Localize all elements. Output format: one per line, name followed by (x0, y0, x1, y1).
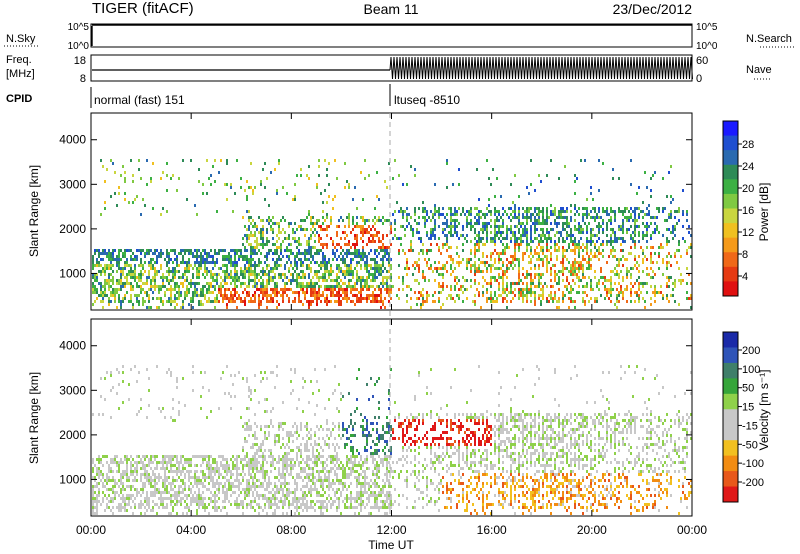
colorbar-tick-label: 28 (742, 139, 754, 151)
colorbar-tick-label: 15 (742, 402, 754, 414)
time-tick-label: 00:00 (76, 523, 106, 537)
power-y-ticks: 1000 2000 3000 4000 (59, 133, 692, 280)
cpid-label: CPID (6, 93, 32, 105)
nsky-panel: N.Sky 10^5 10^0 10^5 10^0 N.Search (4, 22, 794, 52)
colorbar-tick-label: 8 (742, 249, 748, 261)
colorbar-tick-label: 100 (742, 364, 760, 376)
colorbar-swatch (723, 237, 738, 253)
colorbar-swatch (723, 440, 738, 457)
colorbar-tick-label: 24 (742, 161, 754, 173)
colorbar-swatch (723, 409, 738, 426)
colorbar-tick-label: 50 (742, 383, 754, 395)
power-heatmap-cells (92, 159, 692, 309)
nave-trace (389, 56, 693, 80)
cpid-segment-2: ltuseq -8510 (394, 93, 460, 107)
range-tick-label: 4000 (59, 133, 86, 147)
colorbar-tick-label: -200 (742, 477, 764, 489)
velocity-panel: 1000 2000 3000 4000 Slant Range [km] 200 100… (27, 318, 771, 517)
colorbar-swatch (723, 281, 738, 297)
colorbar-tick-label: 4 (742, 271, 748, 283)
colorbar-tick-label: -50 (742, 439, 758, 451)
time-tick-label: 00:00 (677, 523, 707, 537)
header-beam: Beam 11 (364, 1, 419, 17)
range-tick-label: 2000 (59, 222, 86, 236)
colorbar-swatch (723, 455, 738, 472)
range-tick-label: 2000 (59, 428, 86, 442)
colorbar-swatch (723, 179, 738, 195)
colorbar-tick-label: 20 (742, 183, 754, 195)
colorbar-swatch (723, 164, 738, 180)
time-axis-label: Time UT (368, 538, 414, 552)
freq-label-line1: Freq. (6, 54, 32, 66)
power-y-label: Slant Range [km] (27, 165, 41, 257)
velocity-colorbar-label: Velocity [m s⁻¹] (757, 369, 771, 450)
freq-tick-bottom: 8 (80, 73, 86, 85)
velocity-colorbar: 200 100 50 15 -15 -50 -100 -200 (722, 331, 764, 503)
colorbar-swatch (723, 121, 738, 137)
time-tick-label: 04:00 (176, 523, 206, 537)
nave-tick-bottom: 0 (696, 73, 702, 85)
colorbar-swatch (723, 266, 738, 282)
header-radar-name: TIGER (fitACF) (92, 0, 194, 17)
freq-label-line2: [MHz] (6, 68, 35, 80)
colorbar-swatch (723, 486, 738, 503)
nsky-tick-top: 10^5 (68, 22, 90, 33)
colorbar-swatch (723, 252, 738, 268)
nave-tick-top: 60 (696, 55, 708, 67)
colorbar-swatch (723, 362, 738, 379)
nsky-tick-bottom: 10^0 (68, 41, 90, 52)
colorbar-swatch (723, 471, 738, 488)
cpid-segment-1: normal (fast) 151 (94, 93, 185, 107)
time-tick-label: 12:00 (376, 523, 406, 537)
colorbar-tick-label: -100 (742, 458, 764, 470)
time-tick-label: 08:00 (276, 523, 306, 537)
colorbar-swatch (723, 193, 738, 209)
nsearch-tick-bottom: 10^0 (696, 41, 718, 52)
power-colorbar-label: Power [dB] (757, 183, 771, 242)
header-date: 23/Dec/2012 (613, 1, 693, 17)
colorbar-tick-label: -15 (742, 420, 758, 432)
nsearch-tick-top: 10^5 (696, 22, 718, 33)
velocity-heatmap-cells (92, 365, 692, 515)
colorbar-tick-label: 12 (742, 227, 754, 239)
freq-panel: Freq. [MHz] 18 8 60 0 Nave (6, 54, 772, 85)
colorbar-swatch (723, 150, 738, 166)
colorbar-tick-label: 200 (742, 345, 760, 357)
range-tick-label: 4000 (59, 339, 86, 353)
range-tick-label: 1000 (59, 472, 86, 486)
colorbar-swatch (723, 208, 738, 224)
cpid-panel: CPID normal (fast) 151 ltuseq -8510 (6, 84, 460, 108)
colorbar-tick-label: 16 (742, 205, 754, 217)
velocity-y-label: Slant Range [km] (27, 372, 41, 464)
nave-label: Nave (746, 64, 772, 76)
velocity-y-ticks: 1000 2000 3000 4000 (59, 339, 692, 486)
range-tick-label: 3000 (59, 177, 86, 191)
colorbar-swatch (723, 347, 738, 364)
colorbar-swatch (723, 135, 738, 151)
colorbar-swatch (723, 332, 738, 348)
power-colorbar: 28 24 20 16 12 8 4 (722, 120, 754, 297)
power-panel: 1000 2000 3000 4000 Slant Range [km] 28 24 20… (27, 112, 771, 311)
time-tick-label: 20:00 (577, 523, 607, 537)
colorbar-swatch (723, 393, 738, 410)
colorbar-swatch (723, 424, 738, 441)
time-axis: 00:00 04:00 08:00 12:00 16:00 20:00 00:00 (76, 113, 707, 537)
time-tick-label: 16:00 (477, 523, 507, 537)
range-tick-label: 3000 (59, 383, 86, 397)
colorbar-swatch (723, 378, 738, 395)
nsearch-label: N.Search (746, 33, 792, 45)
colorbar-swatch (723, 223, 738, 239)
nsky-label: N.Sky (6, 33, 36, 45)
range-tick-label: 1000 (59, 266, 86, 280)
freq-tick-top: 18 (74, 55, 86, 67)
